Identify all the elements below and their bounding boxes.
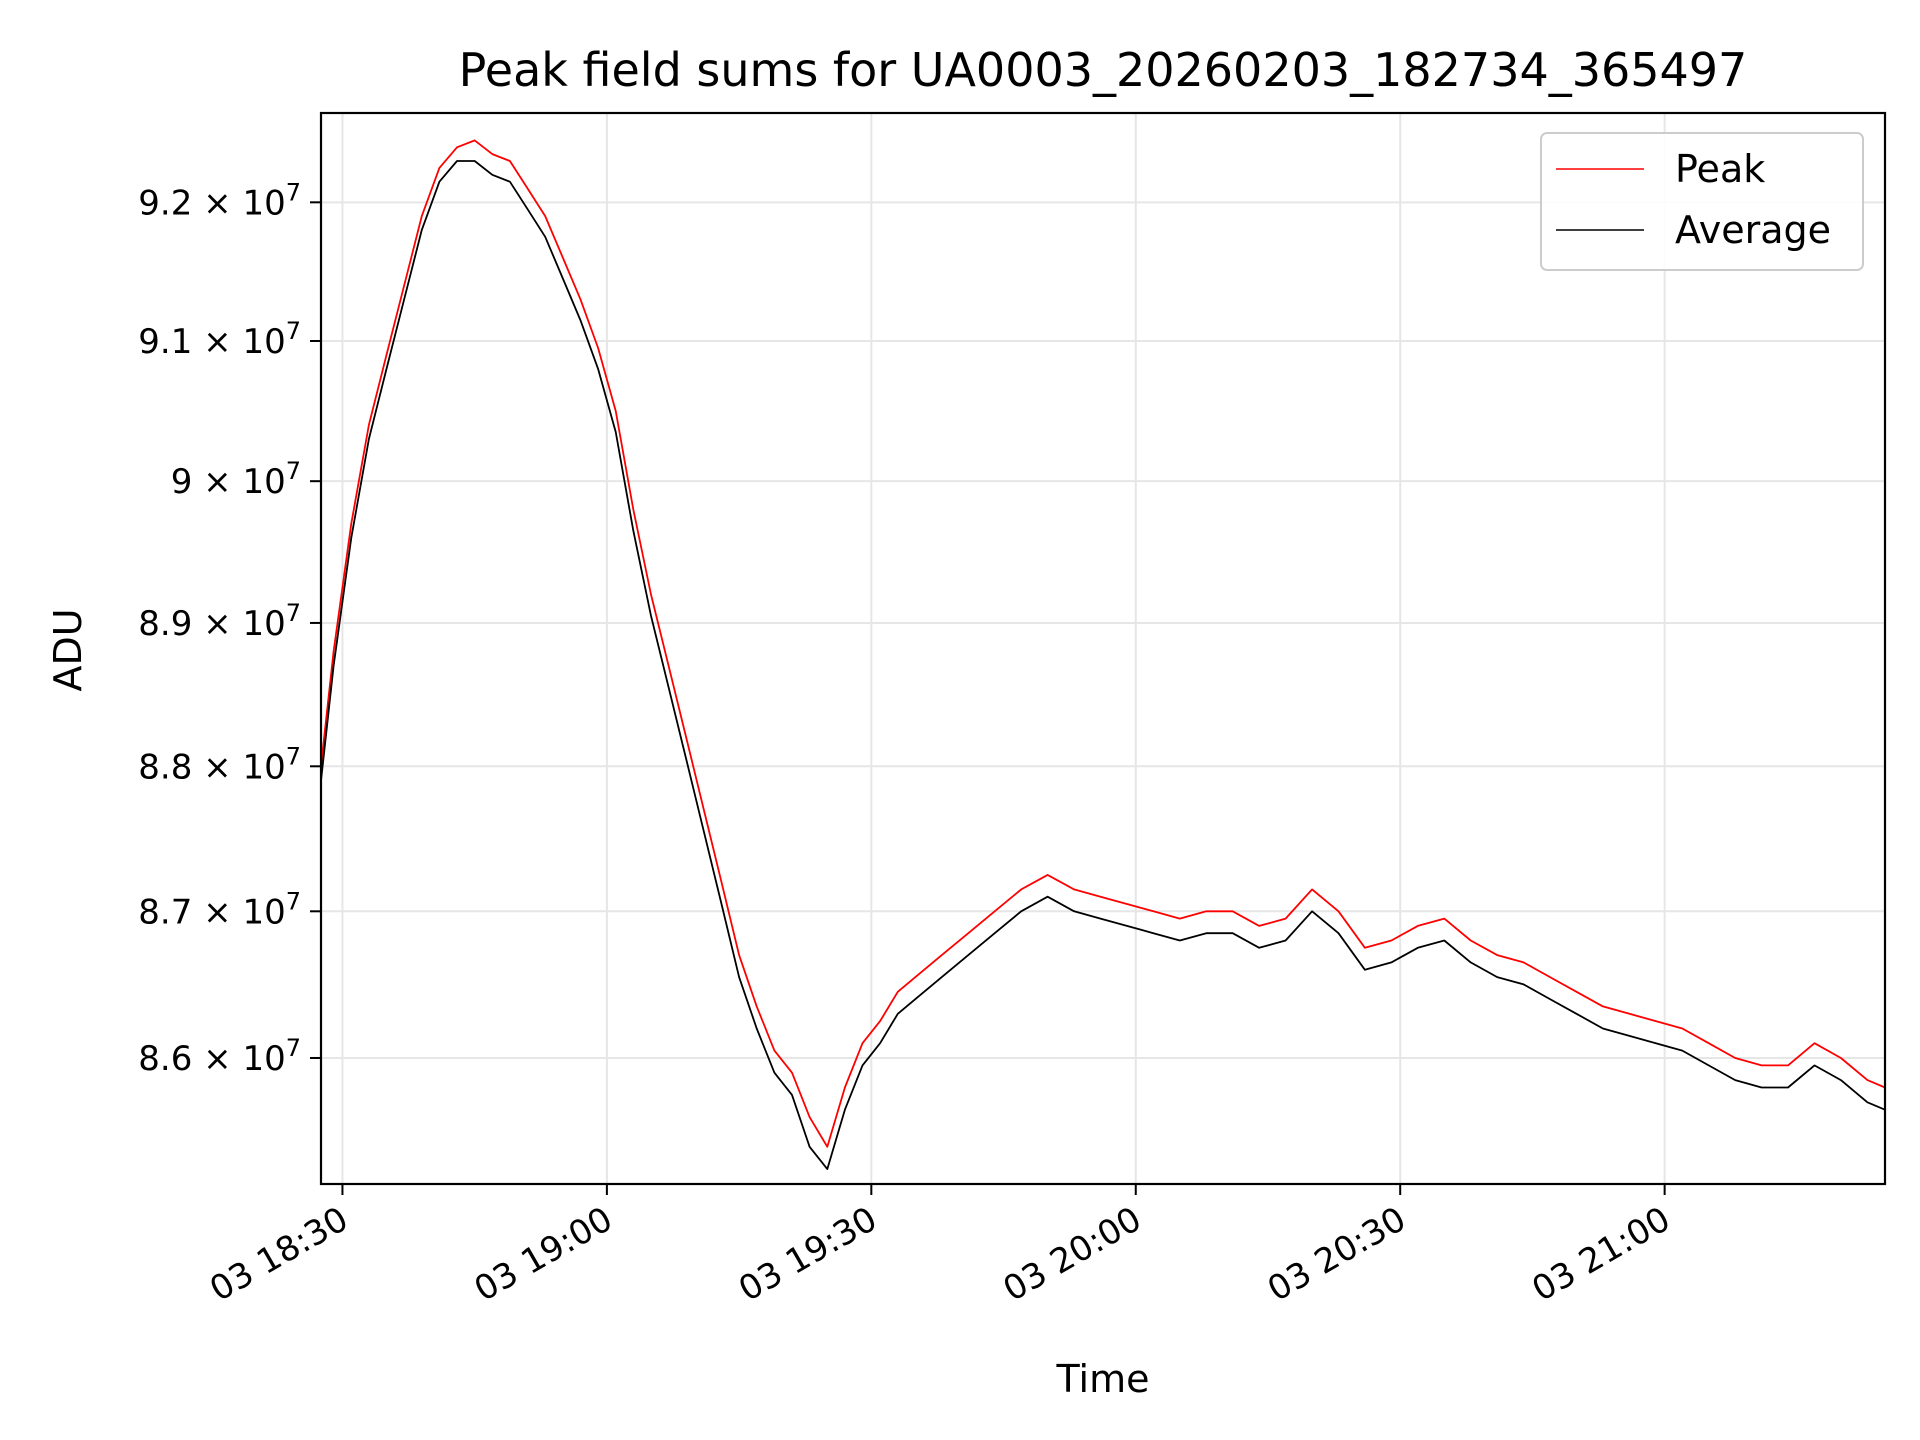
y-tick-label: 8.8 × 107: [138, 742, 301, 787]
chart-title: Peak field sums for UA0003_20260203_1827…: [459, 43, 1748, 97]
series-line-average: [321, 160, 1885, 1170]
y-tick-label: 9.2 × 107: [138, 178, 301, 223]
series-lines: [321, 139, 1885, 1170]
y-tick-label: 8.6 × 107: [138, 1034, 301, 1079]
x-axis-label: Time: [1056, 1357, 1150, 1401]
y-axis: 8.6 × 107 8.7 × 107 8.8 × 107 8.9 × 107 9 × …: [138, 178, 321, 1079]
legend-average-label: Average: [1675, 208, 1831, 252]
y-tick-label: 8.9 × 107: [138, 599, 301, 644]
legend: Peak Average: [1540, 132, 1864, 271]
y-axis-label: ADU: [46, 608, 90, 691]
plot-frame: [319, 111, 1887, 1186]
y-tick-label: 9 × 107: [171, 457, 301, 502]
legend-box: [1540, 132, 1864, 271]
series-line-peak: [321, 139, 1885, 1148]
y-tick-label: 9.1 × 107: [138, 317, 301, 362]
grid: [321, 113, 1885, 1184]
legend-peak-label: Peak: [1675, 147, 1765, 191]
y-tick-label: 8.7 × 107: [138, 887, 301, 932]
